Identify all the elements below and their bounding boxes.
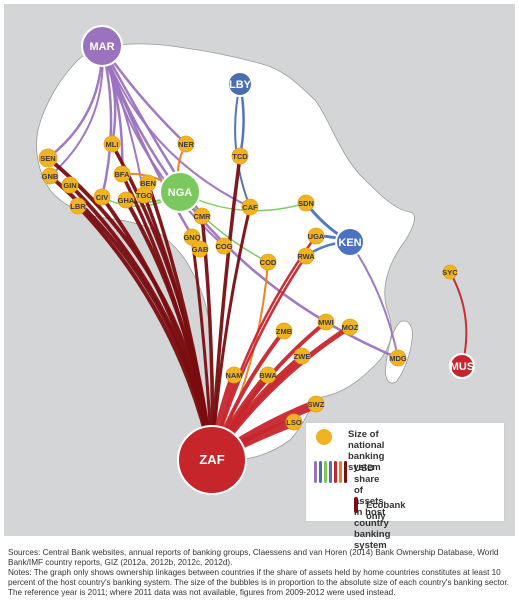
bubble-ner — [177, 135, 195, 153]
legend-ecobank-swatch — [354, 497, 358, 513]
legend-share-swatch-3 — [324, 461, 327, 483]
label-zaf: ZAF — [199, 452, 224, 467]
label-mwi: MWI — [318, 318, 333, 327]
bubble-moz — [341, 318, 359, 336]
label-mdg: MDG — [389, 354, 407, 363]
bubble-zmb — [275, 322, 293, 340]
legend-share-swatch-2 — [319, 461, 322, 483]
bubble-mdg — [389, 349, 407, 367]
label-rwa: RWA — [297, 252, 315, 261]
bubble-tcd — [231, 147, 249, 165]
link-lby-caf — [234, 83, 251, 208]
bubble-cmr — [193, 207, 211, 225]
bubble-caf — [241, 198, 259, 216]
bubble-bwa — [259, 366, 277, 384]
bubble-mwi — [317, 313, 335, 331]
bubble-zaf — [177, 425, 247, 495]
label-ner: NER — [178, 140, 194, 149]
label-lbr: LBR — [70, 202, 86, 211]
legend-share-swatches — [314, 461, 348, 483]
label-civ: CIV — [96, 193, 109, 202]
label-mli: MLI — [106, 140, 119, 149]
bubble-gnq — [183, 228, 201, 246]
bubble-cod — [259, 253, 277, 271]
legend-size-line-1: Size of national — [348, 429, 385, 451]
bubble-gha — [117, 191, 135, 209]
label-gin: GIN — [63, 181, 76, 190]
label-mar: MAR — [89, 41, 114, 53]
bubble-zwe — [293, 347, 311, 365]
label-syc: SYC — [442, 268, 458, 277]
bubble-nam — [225, 366, 243, 384]
legend-share-swatch-1 — [314, 461, 317, 483]
label-zmb: ZMB — [276, 327, 293, 336]
bubble-mus — [449, 353, 475, 379]
bubble-lso — [285, 413, 303, 431]
label-cog: COG — [215, 242, 232, 251]
label-ben: BEN — [140, 179, 156, 188]
legend-bubble-swatch — [316, 429, 332, 445]
bubble-mar — [81, 25, 123, 67]
label-tgo: TGO — [136, 191, 152, 200]
label-gab: GAB — [192, 245, 209, 254]
bubble-gin — [61, 176, 79, 194]
label-mus: MUS — [450, 361, 474, 373]
label-bfa: BFA — [115, 170, 131, 179]
bubble-sen — [38, 148, 58, 168]
bubble-swz — [307, 395, 325, 413]
bubble-cog — [215, 237, 233, 255]
label-gha: GHA — [118, 196, 135, 205]
legend: Size of national banking system USD shar… — [305, 422, 505, 551]
label-zwe: ZWE — [294, 352, 311, 361]
bubble-ken — [335, 227, 365, 257]
notes-text: Notes: The graph only shows ownership li… — [8, 568, 509, 597]
bubble-rwa — [297, 247, 315, 265]
label-nam: NAM — [225, 371, 242, 380]
label-uga: UGA — [308, 232, 325, 241]
sources-text: Sources: Central Bank websites, annual r… — [8, 548, 499, 567]
bubble-nga — [159, 171, 201, 213]
country-bubbles: MAR LBY NGA KEN ZAF MUS SEN GNB GIN LBR MLI NER TCD B… — [38, 25, 475, 495]
legend-share-swatch-5 — [334, 461, 337, 483]
bubble-lby — [227, 71, 253, 97]
bubble-civ — [93, 188, 111, 206]
legend-share-swatch-7 — [344, 461, 347, 483]
link-zaf-ben — [146, 181, 214, 462]
legend-share-line-2: country banking system — [354, 518, 391, 551]
legend-share-line-1: USD share of assets in host — [354, 463, 386, 518]
label-bwa: BWA — [259, 371, 277, 380]
bubble-tgo — [135, 186, 153, 204]
bubble-uga — [307, 227, 325, 245]
bubble-sdn — [297, 194, 315, 212]
figure-notes: Sources: Central Bank websites, annual r… — [8, 548, 513, 598]
label-gnq: GNQ — [183, 233, 200, 242]
label-caf: CAF — [242, 203, 258, 212]
label-tcd: TCD — [232, 152, 248, 161]
label-gnb: GNB — [42, 172, 59, 181]
legend-size-line-2: banking system — [348, 451, 385, 473]
label-swz: SWZ — [308, 400, 325, 409]
label-sdn: SDN — [298, 199, 314, 208]
label-ken: KEN — [338, 237, 361, 249]
bubble-syc — [442, 264, 458, 280]
label-lso: LSO — [286, 418, 302, 427]
bubble-mli — [103, 135, 121, 153]
label-lby: LBY — [229, 79, 252, 91]
bubble-lbr — [69, 197, 87, 215]
legend-ecobank-label: Ecobank only — [366, 500, 406, 522]
bubble-gnb — [41, 167, 59, 185]
africa-banking-network-map: MAR LBY NGA KEN ZAF MUS SEN GNB GIN LBR MLI NER TCD B… — [4, 4, 515, 536]
label-cmr: CMR — [193, 212, 211, 221]
label-moz: MOZ — [342, 323, 359, 332]
label-cod: COD — [260, 258, 277, 267]
bubble-gab — [191, 240, 209, 258]
label-sen: SEN — [40, 154, 55, 163]
link-zaf-lbr — [76, 204, 214, 462]
legend-share-swatch-4 — [329, 461, 332, 483]
bubble-bfa — [113, 165, 131, 183]
legend-share-swatch-6 — [339, 461, 342, 483]
label-nga: NGA — [168, 187, 193, 199]
